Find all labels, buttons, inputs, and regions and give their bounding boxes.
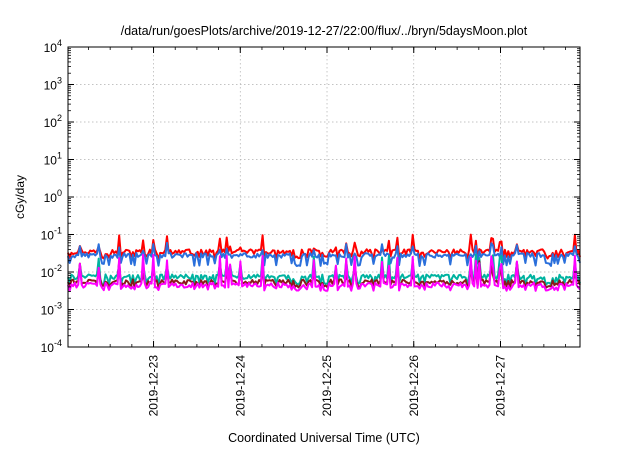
y-tick-label: 100 [44, 188, 62, 205]
series-layer [67, 233, 581, 292]
x-tick-label: 2019-12-26 [407, 355, 421, 417]
y-tick-label: 103 [44, 76, 62, 93]
tick-label-layer: 10-4 10-3 10-2 10-1 100 101 102 103 104 2019-12-2… [41, 38, 508, 416]
series-line [67, 253, 581, 292]
x-tick-label: 2019-12-25 [320, 355, 334, 417]
series-line [67, 241, 581, 267]
chart-title: /data/run/goesPlots/archive/2019-12-27/2… [121, 24, 528, 38]
x-tick-label: 2019-12-27 [493, 355, 507, 417]
x-tick-label: 2019-12-23 [147, 355, 161, 417]
y-tick-label: 10-1 [41, 226, 62, 243]
y-tick-label: 10-4 [41, 338, 62, 355]
x-tick-label: 2019-12-24 [233, 355, 247, 417]
y-axis-label: cGy/day [13, 175, 27, 219]
y-tick-label: 101 [44, 151, 62, 168]
y-tick-label: 10-2 [41, 263, 62, 280]
y-tick-label: 104 [44, 38, 62, 55]
x-axis-label: Coordinated Universal Time (UTC) [228, 431, 420, 445]
grid-layer [68, 47, 580, 347]
y-tick-label: 10-3 [41, 301, 62, 318]
tick-layer [68, 46, 580, 348]
y-tick-label: 102 [44, 113, 62, 130]
